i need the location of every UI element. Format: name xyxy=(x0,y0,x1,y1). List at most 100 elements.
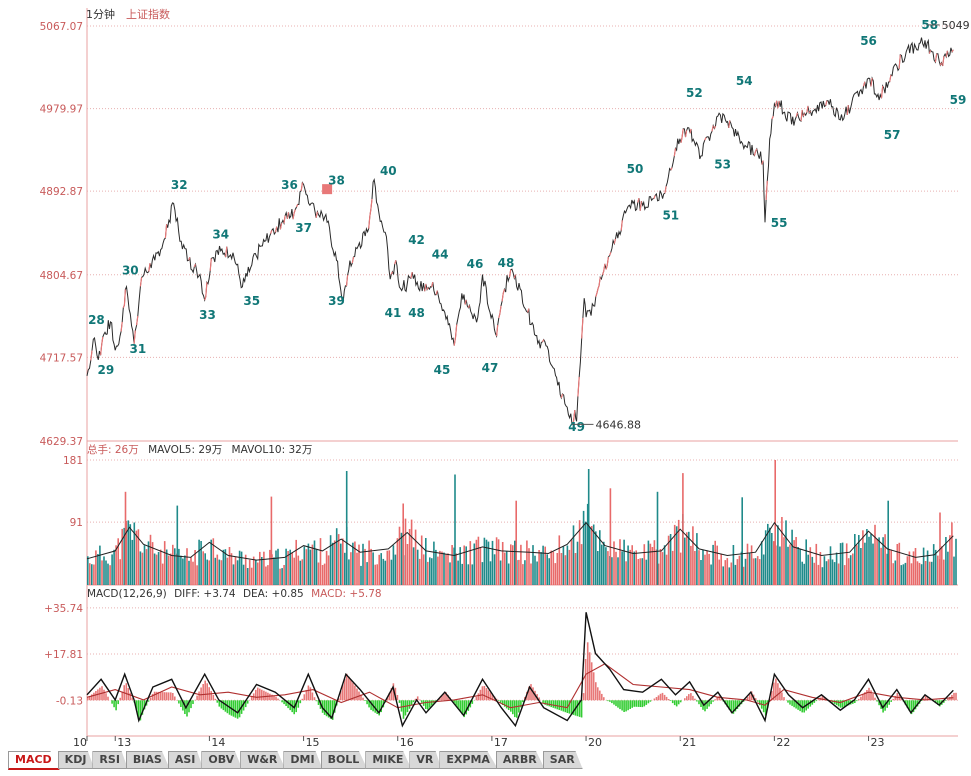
volume-bar xyxy=(542,545,544,585)
volume-bar xyxy=(781,517,783,585)
volume-bar xyxy=(329,535,332,585)
macd-histogram-bar xyxy=(809,700,812,707)
macd-histogram-bar xyxy=(870,690,872,701)
macd-histogram-bar xyxy=(734,700,737,712)
volume-bar xyxy=(599,530,601,585)
volume-bar xyxy=(451,545,453,585)
macd-histogram-bar xyxy=(303,694,306,701)
tab-kdj[interactable]: KDJ xyxy=(57,751,95,769)
volume-bar xyxy=(364,548,366,585)
volume-bar xyxy=(449,562,451,585)
tab-mike[interactable]: MIKE xyxy=(365,751,412,769)
macd-histogram-bar xyxy=(914,700,917,710)
volume-bar xyxy=(625,561,627,585)
volume-bar xyxy=(910,563,913,585)
volume-bar xyxy=(534,555,536,585)
volume-bar xyxy=(119,559,121,585)
macd-histogram-bar xyxy=(453,700,455,703)
volume-bar xyxy=(955,538,957,585)
macd-histogram-bar xyxy=(425,700,427,709)
macd-histogram-bar xyxy=(953,692,955,701)
volume-bar xyxy=(327,555,330,585)
volume-bar xyxy=(374,564,376,585)
macd-histogram-bar xyxy=(854,700,856,703)
volume-bar xyxy=(342,538,344,585)
macd-histogram-bar xyxy=(823,697,826,701)
tab-dmi[interactable]: DMI xyxy=(283,751,323,769)
volume-bar xyxy=(833,562,836,585)
volume-bar xyxy=(400,532,403,585)
volume-bar xyxy=(764,530,767,585)
tab-wr[interactable]: W&R xyxy=(240,751,286,769)
tab-obv[interactable]: OBV xyxy=(201,751,243,769)
volume-bar xyxy=(926,550,929,585)
volume-bar xyxy=(404,518,407,585)
macd-histogram-bar xyxy=(333,700,336,713)
macd-legend: MACD(12,26,9) DIFF: +3.74 DEA: +0.85 MAC… xyxy=(87,588,382,600)
volume-bar xyxy=(358,544,360,585)
tab-rsi[interactable]: RSI xyxy=(92,751,128,769)
volume-bar xyxy=(354,541,356,585)
volume-bar xyxy=(91,564,93,585)
macd-histogram-bar xyxy=(182,700,184,711)
macd-histogram-bar xyxy=(376,700,378,714)
macd-histogram-bar xyxy=(580,700,583,718)
macd-histogram-bar xyxy=(497,700,500,701)
volume-bar xyxy=(878,537,880,585)
volume-bar xyxy=(520,544,522,585)
wave-label: 32 xyxy=(171,178,188,192)
macd-histogram-bar xyxy=(206,683,208,701)
macd-histogram-bar xyxy=(560,700,563,711)
volume-bar xyxy=(331,542,334,585)
volume-bar xyxy=(696,533,698,585)
tab-vr[interactable]: VR xyxy=(409,751,442,769)
tab-sar[interactable]: SAR xyxy=(542,751,583,769)
macd-histogram-bar xyxy=(485,688,488,701)
volume-bar xyxy=(422,554,425,585)
macd-histogram-bar xyxy=(259,688,261,701)
macd-histogram-bar xyxy=(773,682,775,701)
macd-histogram-bar xyxy=(775,678,777,701)
volume-bar xyxy=(127,520,130,585)
volume-bar xyxy=(663,545,666,585)
macd-histogram-bar xyxy=(117,700,119,705)
volume-bar xyxy=(246,568,249,585)
volume-bar xyxy=(170,553,172,585)
volume-bar xyxy=(726,558,729,585)
tab-macd[interactable]: MACD xyxy=(8,751,60,770)
price-tick-label: 4629.37 xyxy=(40,436,83,448)
volume-bar xyxy=(299,560,302,585)
volume-bar xyxy=(809,547,812,585)
tab-bias[interactable]: BIAS xyxy=(125,751,170,769)
volume-bar xyxy=(858,535,860,585)
wave-label: 44 xyxy=(432,247,449,261)
tab-asi[interactable]: ASI xyxy=(167,751,204,769)
dea-line xyxy=(86,663,954,709)
macd-histogram-bar xyxy=(107,696,109,701)
macd-histogram-bar xyxy=(858,698,860,701)
macd-histogram-bar xyxy=(845,700,848,706)
volume-bar xyxy=(109,565,111,585)
volume-bar xyxy=(943,559,945,585)
macd-histogram-bar xyxy=(471,700,474,704)
volume-bar xyxy=(471,564,474,585)
macd-histogram-bar xyxy=(459,700,461,712)
wave-label: 34 xyxy=(212,227,229,241)
macd-histogram-bar xyxy=(538,697,540,701)
macd-histogram-bar xyxy=(546,700,548,706)
macd-histogram-bar xyxy=(224,700,227,712)
macd-histogram-bar xyxy=(597,687,599,701)
macd-histogram-bar xyxy=(627,700,629,711)
volume-bar xyxy=(894,560,897,585)
volume-bar xyxy=(882,537,884,585)
volume-bar xyxy=(588,527,591,585)
macd-histogram-bar xyxy=(710,700,712,705)
wave-label: 41 xyxy=(385,306,402,320)
date-tick-label: 13 xyxy=(117,736,131,749)
volume-bar xyxy=(758,559,761,585)
volume-bar xyxy=(843,565,846,585)
tab-expma[interactable]: EXPMA xyxy=(439,751,498,769)
tab-arbr[interactable]: ARBR xyxy=(495,751,545,769)
macd-histogram-bar xyxy=(242,700,245,711)
tab-boll[interactable]: BOLL xyxy=(320,751,368,769)
